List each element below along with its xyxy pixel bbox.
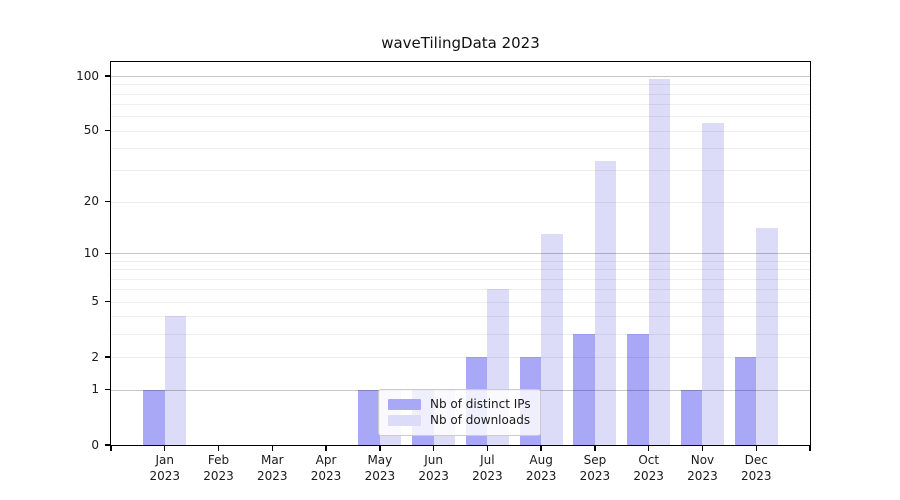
y-tick-mark bbox=[105, 252, 110, 254]
legend-item-downloads: Nb of downloads bbox=[388, 413, 531, 427]
x-tick-year: 2023 bbox=[525, 469, 557, 483]
x-tick-mark bbox=[647, 446, 650, 451]
x-tick-month: Feb bbox=[207, 453, 230, 467]
x-tick-label: Dec 2023 bbox=[728, 452, 784, 484]
x-tick-mark bbox=[379, 446, 381, 451]
legend-label-distinct-ips: Nb of distinct IPs bbox=[430, 397, 531, 411]
x-tick-mark bbox=[755, 446, 757, 451]
y-tick-label: 2 bbox=[91, 349, 99, 364]
bar-downloads-oct bbox=[648, 79, 671, 445]
x-tick-mark bbox=[701, 446, 704, 451]
chart-title: waveTilingData 2023 bbox=[381, 34, 540, 52]
y-tick-label: 50 bbox=[83, 123, 99, 138]
x-tick-mark bbox=[809, 446, 811, 451]
bar-downloads-aug bbox=[541, 234, 563, 445]
y-tick-mark bbox=[105, 356, 110, 358]
x-tick-month: Nov bbox=[690, 453, 715, 467]
x-tick-year: 2023 bbox=[740, 469, 772, 483]
x-tick-month: Jul bbox=[480, 453, 495, 467]
bar-downloads-sep bbox=[594, 160, 617, 445]
x-tick-label: Apr 2023 bbox=[298, 452, 354, 484]
x-tick-month: May bbox=[367, 453, 393, 467]
minor-gridline bbox=[111, 84, 810, 86]
x-tick-year: 2023 bbox=[633, 469, 664, 483]
x-tick-year: 2023 bbox=[310, 469, 342, 483]
y-tick-mark bbox=[105, 388, 110, 391]
x-tick-month: Jan bbox=[155, 453, 175, 467]
x-tick-month: Oct bbox=[638, 453, 660, 467]
bar-downloads-dec bbox=[756, 228, 778, 445]
x-tick-label: Oct 2023 bbox=[621, 452, 677, 484]
y-tick-label: 20 bbox=[83, 194, 99, 209]
bar-distinct-ips-oct bbox=[627, 334, 649, 445]
legend-item-distinct-ips: Nb of distinct IPs bbox=[388, 397, 531, 411]
bar-downloads-nov bbox=[702, 123, 724, 445]
legend-swatch-distinct-ips-icon bbox=[388, 398, 421, 410]
bar-distinct-ips-jan bbox=[143, 389, 165, 445]
major-gridline bbox=[111, 76, 810, 77]
x-tick-label: Sep 2023 bbox=[567, 452, 623, 484]
legend: Nb of distinct IPs Nb of downloads bbox=[378, 389, 541, 436]
x-tick-mark bbox=[325, 446, 327, 451]
bar-distinct-ips-may bbox=[358, 389, 380, 445]
x-tick-month: Dec bbox=[744, 453, 768, 467]
x-tick-year: 2023 bbox=[364, 469, 396, 483]
y-tick-label: 10 bbox=[83, 245, 99, 260]
x-tick-label: Aug 2023 bbox=[513, 452, 569, 484]
x-tick-label: Jul 2023 bbox=[459, 452, 515, 484]
x-tick-mark bbox=[432, 446, 435, 451]
y-tick-label: 1 bbox=[91, 382, 99, 397]
y-tick-mark bbox=[105, 444, 110, 446]
x-tick-mark bbox=[110, 446, 112, 451]
y-tick-mark bbox=[105, 301, 110, 303]
x-tick-mark bbox=[217, 446, 220, 451]
y-tick-mark bbox=[105, 75, 110, 77]
minor-gridline bbox=[111, 104, 810, 106]
x-tick-mark bbox=[271, 446, 273, 451]
x-tick-year: 2023 bbox=[257, 469, 288, 483]
x-tick-year: 2023 bbox=[579, 469, 611, 483]
x-tick-label: Feb 2023 bbox=[191, 452, 247, 484]
bar-distinct-ips-sep bbox=[573, 334, 595, 445]
x-tick-year: 2023 bbox=[418, 469, 449, 483]
legend-label-downloads: Nb of downloads bbox=[430, 413, 531, 427]
x-tick-mark bbox=[594, 446, 596, 451]
minor-gridline bbox=[111, 116, 810, 118]
x-tick-year: 2023 bbox=[149, 469, 181, 483]
legend-swatch-downloads-icon bbox=[388, 414, 421, 426]
plot-area bbox=[110, 61, 811, 446]
bar-distinct-ips-nov bbox=[680, 389, 703, 445]
x-tick-year: 2023 bbox=[472, 469, 503, 483]
x-tick-year: 2023 bbox=[203, 469, 234, 483]
y-tick-label: 5 bbox=[91, 294, 99, 309]
y-tick-mark bbox=[105, 200, 110, 203]
x-tick-year: 2023 bbox=[687, 469, 718, 483]
bar-distinct-ips-dec bbox=[734, 357, 757, 445]
x-tick-month: Apr bbox=[315, 453, 337, 467]
x-tick-mark bbox=[164, 446, 166, 451]
x-tick-month: Sep bbox=[583, 453, 607, 467]
x-tick-label: Mar 2023 bbox=[244, 452, 300, 484]
x-tick-label: May 2023 bbox=[352, 452, 408, 484]
y-tick-label: 0 bbox=[91, 437, 99, 452]
x-tick-month: Aug bbox=[529, 453, 553, 467]
x-tick-label: Jun 2023 bbox=[406, 452, 462, 484]
x-tick-label: Jan 2023 bbox=[137, 452, 193, 484]
x-tick-mark bbox=[540, 446, 542, 451]
bar-downloads-jan bbox=[164, 316, 187, 445]
minor-gridline bbox=[111, 93, 810, 95]
x-tick-mark bbox=[486, 446, 489, 451]
x-tick-month: Mar bbox=[260, 453, 284, 467]
x-tick-label: Nov 2023 bbox=[674, 452, 730, 484]
y-tick-label: 100 bbox=[76, 68, 99, 83]
y-tick-mark bbox=[105, 129, 110, 132]
x-tick-month: Jun bbox=[424, 453, 443, 467]
